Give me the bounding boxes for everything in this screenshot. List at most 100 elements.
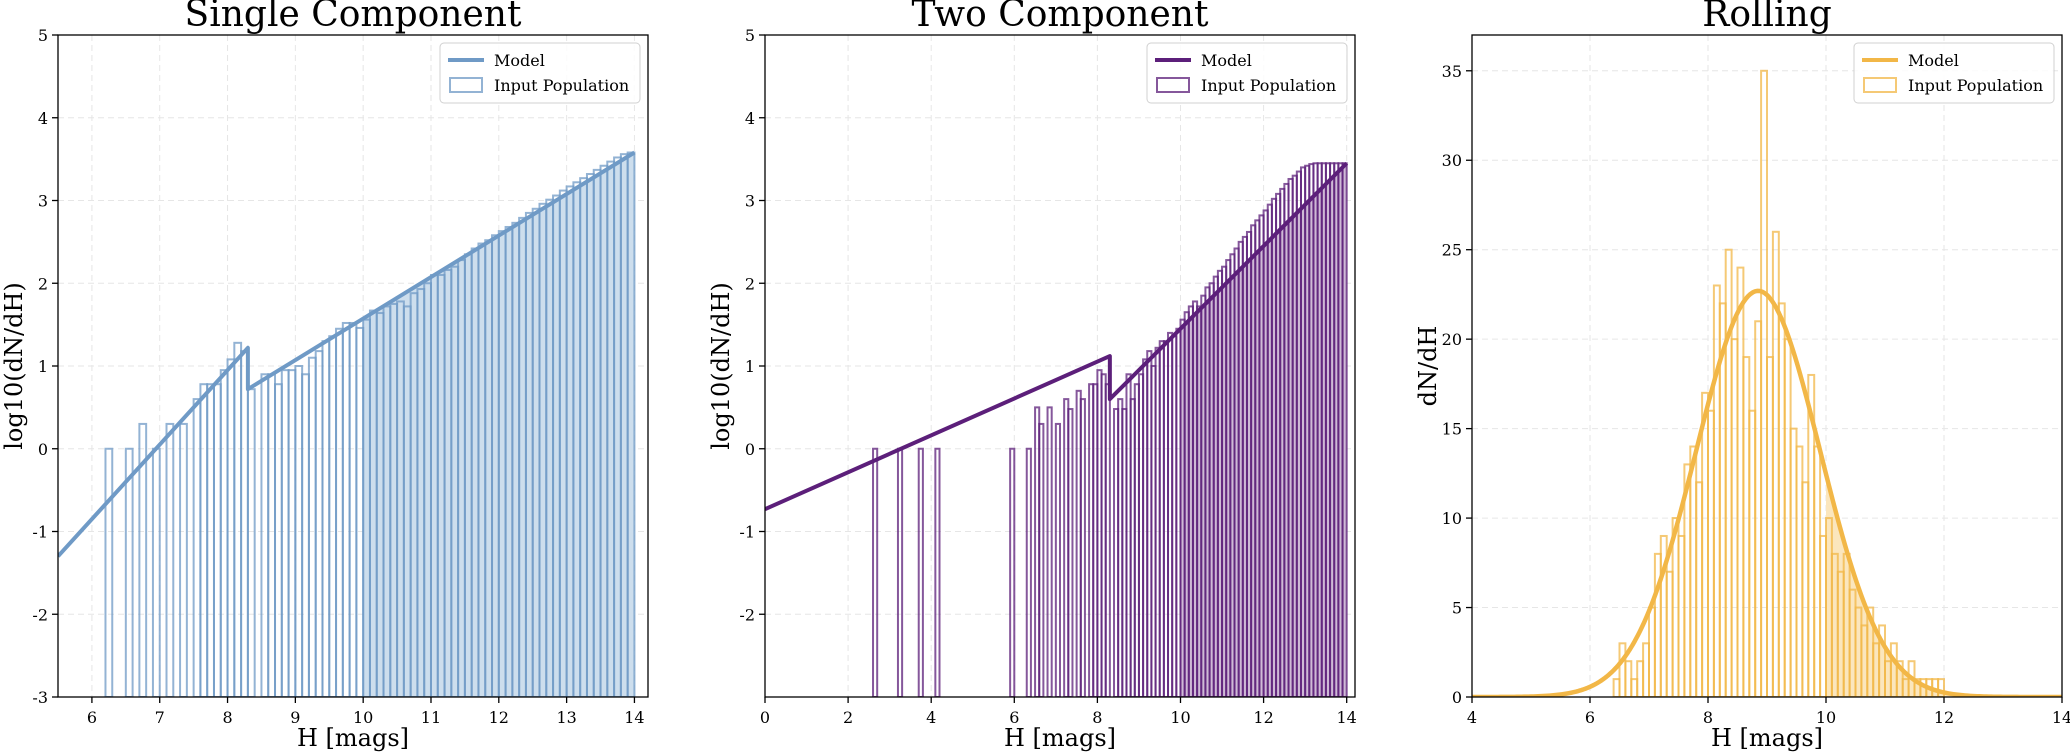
histogram-bin bbox=[179, 422, 188, 697]
y-tick-label: 5 bbox=[38, 26, 48, 45]
x-tick-label: 6 bbox=[1009, 708, 1019, 727]
chart-panel-3: 4 6 8 10 12 14 0 5 10 15 20 25 30 35 Rolling H [mags] dN… bbox=[1414, 0, 2070, 752]
histogram-bin bbox=[321, 340, 331, 697]
legend-hist-swatch bbox=[1863, 77, 1897, 93]
legend-hist-label: Input Population bbox=[494, 76, 629, 95]
x-tick-label: 7 bbox=[155, 708, 165, 727]
y-tick-label: 0 bbox=[745, 440, 755, 459]
histogram-bin bbox=[1046, 406, 1053, 697]
legend: Model Input Population bbox=[1853, 42, 2055, 104]
histogram-bin bbox=[260, 373, 270, 697]
y-tick-label: 4 bbox=[38, 109, 48, 128]
histogram-bin bbox=[219, 369, 229, 697]
x-axis-label: H [mags] bbox=[1711, 724, 1823, 752]
histogram-bin bbox=[307, 356, 317, 697]
x-tick-label: 0 bbox=[760, 708, 770, 727]
histogram-bin bbox=[1079, 398, 1086, 697]
y-tick-label: 0 bbox=[1452, 688, 1462, 707]
histogram-bin bbox=[328, 335, 338, 697]
x-tick-label: 4 bbox=[926, 708, 936, 727]
x-tick-label: 14 bbox=[624, 708, 644, 727]
x-tick-label: 2 bbox=[843, 708, 853, 727]
x-tick-label: 10 bbox=[1816, 708, 1836, 727]
y-tick-label: -3 bbox=[32, 688, 48, 707]
y-axis-label: log10(dN/dH) bbox=[0, 282, 28, 450]
y-tick-label: 5 bbox=[745, 26, 755, 45]
legend-hist-swatch bbox=[1156, 77, 1190, 93]
x-tick-label: 12 bbox=[1253, 708, 1273, 727]
histogram-bin bbox=[280, 369, 290, 697]
histogram-bin bbox=[212, 383, 222, 697]
legend: Model Input Population bbox=[1146, 42, 1348, 104]
histogram-bin bbox=[124, 447, 134, 697]
legend-box bbox=[439, 42, 641, 104]
x-tick-label: 11 bbox=[421, 708, 441, 727]
histogram-bin bbox=[1054, 422, 1062, 697]
y-tick-label: 3 bbox=[745, 192, 755, 211]
legend-hist-label: Input Population bbox=[1201, 76, 1336, 95]
legend-box bbox=[1853, 42, 2055, 104]
legend-box bbox=[1146, 42, 1348, 104]
chart-title: Two Component bbox=[912, 0, 1209, 35]
histogram-bin bbox=[1038, 422, 1045, 697]
histogram-bin bbox=[1009, 447, 1016, 697]
histogram-bin bbox=[355, 326, 365, 697]
model-curve bbox=[1472, 288, 2062, 697]
chart-title: Single Component bbox=[185, 0, 522, 35]
histogram-bin bbox=[348, 321, 358, 697]
x-axis-label: H [mags] bbox=[1004, 724, 1116, 752]
x-tick-label: 14 bbox=[1337, 708, 1357, 727]
y-tick-label: -1 bbox=[739, 523, 755, 542]
model-line bbox=[765, 161, 1349, 511]
chart-title: Rolling bbox=[1702, 0, 1832, 35]
y-tick-label: 35 bbox=[1442, 62, 1462, 81]
legend-hist-label: Input Population bbox=[1908, 76, 2043, 95]
histogram-bin bbox=[192, 398, 202, 697]
x-tick-label: 12 bbox=[489, 708, 509, 727]
histogram-bin bbox=[151, 447, 161, 697]
legend-model-label: Model bbox=[494, 51, 545, 70]
histogram-bin bbox=[240, 350, 249, 697]
y-tick-label: 30 bbox=[1442, 151, 1462, 170]
x-tick-label: 8 bbox=[1703, 708, 1713, 727]
y-tick-label: 5 bbox=[1452, 599, 1462, 618]
histogram-bin bbox=[138, 422, 148, 697]
histogram-bin bbox=[1104, 383, 1111, 697]
x-tick-label: 9 bbox=[290, 708, 300, 727]
histogram-bin bbox=[335, 327, 344, 697]
legend-hist-swatch bbox=[449, 77, 483, 93]
x-tick-label: 12 bbox=[1934, 708, 1954, 727]
histogram-bin bbox=[206, 383, 215, 697]
x-tick-label: 8 bbox=[222, 708, 232, 727]
legend: Model Input Population bbox=[439, 42, 641, 104]
legend-model-label: Model bbox=[1201, 51, 1252, 70]
y-tick-label: 1 bbox=[745, 357, 755, 376]
histogram-bin bbox=[246, 388, 256, 697]
y-tick-label: 2 bbox=[745, 274, 755, 293]
histogram-bin bbox=[274, 383, 283, 697]
axes-frame bbox=[1471, 34, 2063, 698]
histogram-bin bbox=[165, 422, 175, 697]
x-axis-label: H [mags] bbox=[297, 724, 409, 752]
y-tick-label: 25 bbox=[1442, 241, 1462, 260]
y-tick-label: 2 bbox=[38, 274, 48, 293]
plot-area bbox=[765, 161, 1349, 697]
plot-area bbox=[58, 150, 636, 697]
model-line bbox=[58, 150, 636, 558]
x-tick-label: 4 bbox=[1467, 708, 1477, 727]
histogram-bin bbox=[314, 350, 324, 697]
y-tick-label: 10 bbox=[1442, 509, 1462, 528]
y-tick-label: 20 bbox=[1442, 330, 1462, 349]
y-tick-label: 4 bbox=[745, 109, 755, 128]
x-tick-label: 10 bbox=[1170, 708, 1190, 727]
x-tick-label: 14 bbox=[2052, 708, 2070, 727]
y-tick-label: 3 bbox=[38, 192, 48, 211]
x-tick-label: 8 bbox=[1092, 708, 1102, 727]
y-tick-label: 1 bbox=[38, 357, 48, 376]
histogram bbox=[872, 162, 1348, 697]
y-tick-label: 0 bbox=[38, 440, 48, 459]
y-tick-label: -2 bbox=[739, 605, 755, 624]
